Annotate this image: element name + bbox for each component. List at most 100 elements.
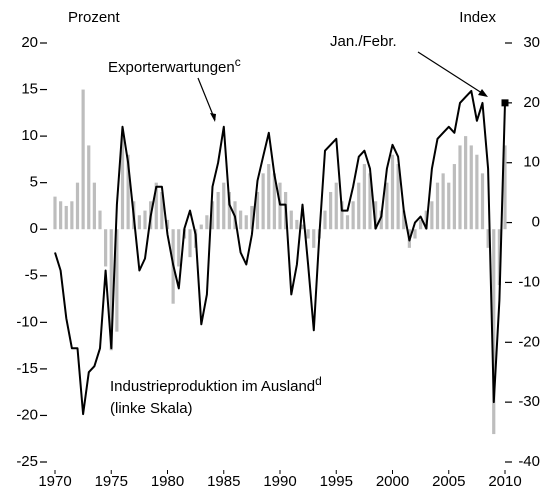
bar bbox=[64, 205, 68, 230]
bar bbox=[312, 229, 316, 248]
bar bbox=[59, 201, 63, 230]
y-tick-label: 0 bbox=[30, 220, 38, 237]
x-tick-label: 1970 bbox=[38, 473, 71, 490]
bar bbox=[75, 182, 80, 230]
bar bbox=[115, 229, 119, 332]
bar bbox=[188, 229, 192, 258]
bar bbox=[165, 219, 170, 230]
bar bbox=[222, 182, 226, 230]
bar bbox=[452, 164, 456, 230]
bar bbox=[295, 219, 299, 230]
bar bbox=[278, 182, 282, 230]
bar bbox=[92, 182, 96, 230]
bar bbox=[272, 173, 276, 230]
bar bbox=[126, 154, 130, 230]
y2-tick-label: 0 bbox=[532, 214, 540, 231]
x-tick-label: 1985 bbox=[207, 473, 240, 490]
bar bbox=[486, 229, 490, 248]
bar bbox=[300, 224, 305, 230]
x-tick-label: 1980 bbox=[151, 473, 184, 490]
arrow-head bbox=[478, 89, 488, 97]
bar bbox=[497, 229, 501, 286]
y-axis-label: Prozent bbox=[68, 9, 121, 26]
bar bbox=[289, 210, 293, 230]
bar bbox=[469, 145, 473, 230]
y-tick-label: 20 bbox=[21, 34, 38, 51]
bar bbox=[239, 210, 243, 230]
bar bbox=[210, 201, 215, 230]
x-tick-label: 1990 bbox=[263, 473, 296, 490]
y2-tick-label: 10 bbox=[523, 154, 540, 171]
bar bbox=[267, 164, 271, 230]
y-tick-label: 15 bbox=[21, 81, 38, 98]
bar bbox=[70, 201, 74, 230]
y-tick-label: 5 bbox=[30, 174, 38, 191]
line bbox=[54, 89, 506, 416]
bar bbox=[104, 229, 108, 267]
y2-tick-label: 20 bbox=[523, 94, 540, 111]
y-tick-label: -25 bbox=[16, 453, 38, 470]
bar bbox=[385, 182, 389, 230]
y2-tick-label: -40 bbox=[518, 453, 540, 470]
y-tick-label: -20 bbox=[16, 406, 38, 423]
bar bbox=[199, 224, 203, 230]
bar bbox=[351, 201, 355, 230]
bar bbox=[503, 145, 507, 230]
bar bbox=[53, 196, 57, 230]
y-tick-label: -15 bbox=[16, 360, 38, 377]
x-tick-label: 2005 bbox=[432, 473, 465, 490]
bar bbox=[345, 215, 350, 230]
bar bbox=[334, 182, 338, 230]
bar bbox=[137, 215, 141, 230]
bar bbox=[323, 210, 327, 230]
bar bbox=[379, 210, 383, 230]
bar bbox=[390, 154, 395, 230]
bar bbox=[177, 229, 181, 267]
bar bbox=[81, 89, 85, 230]
x-tick-label: 2000 bbox=[376, 473, 409, 490]
x-tick-label: 2010 bbox=[488, 473, 521, 490]
bar bbox=[244, 215, 248, 230]
bar-annotation: Industrieproduktion im Auslandd bbox=[110, 374, 322, 395]
bar bbox=[329, 191, 333, 230]
bar bbox=[441, 173, 445, 230]
bar bbox=[458, 145, 462, 230]
bar bbox=[396, 164, 400, 230]
bar bbox=[255, 191, 260, 230]
bar bbox=[160, 191, 164, 230]
bar bbox=[402, 210, 406, 230]
bar bbox=[98, 210, 102, 230]
bar bbox=[143, 210, 147, 230]
y-tick-label: -5 bbox=[25, 267, 38, 284]
bar bbox=[430, 201, 434, 230]
y2-tick-label: -10 bbox=[518, 273, 540, 290]
y2-tick-label: -20 bbox=[518, 333, 540, 350]
bar bbox=[480, 173, 485, 230]
y-tick-label: -10 bbox=[16, 313, 38, 330]
bar bbox=[368, 173, 372, 230]
bar bbox=[447, 182, 451, 230]
bar bbox=[362, 164, 366, 230]
end-marker bbox=[501, 99, 509, 107]
bar bbox=[435, 182, 440, 230]
end-annotation: Jan./Febr. bbox=[330, 33, 397, 50]
bar bbox=[120, 136, 125, 230]
bar bbox=[261, 173, 265, 230]
bar bbox=[227, 191, 231, 230]
y2-tick-label: 30 bbox=[523, 34, 540, 51]
bar bbox=[419, 219, 423, 230]
bar-scale-note: (linke Skala) bbox=[110, 400, 193, 417]
y2-tick-label: -30 bbox=[518, 393, 540, 410]
x-tick-label: 1995 bbox=[320, 473, 353, 490]
bar bbox=[306, 229, 310, 239]
x-tick-label: 1975 bbox=[95, 473, 128, 490]
bar bbox=[492, 229, 496, 435]
bar bbox=[87, 145, 91, 230]
line-annotation: Exporterwartungenc bbox=[108, 55, 241, 76]
bar bbox=[109, 229, 113, 351]
annotation-arrow bbox=[417, 51, 486, 96]
bar bbox=[413, 229, 417, 239]
bar bbox=[464, 136, 468, 230]
y2-axis-label: Index bbox=[459, 9, 496, 26]
